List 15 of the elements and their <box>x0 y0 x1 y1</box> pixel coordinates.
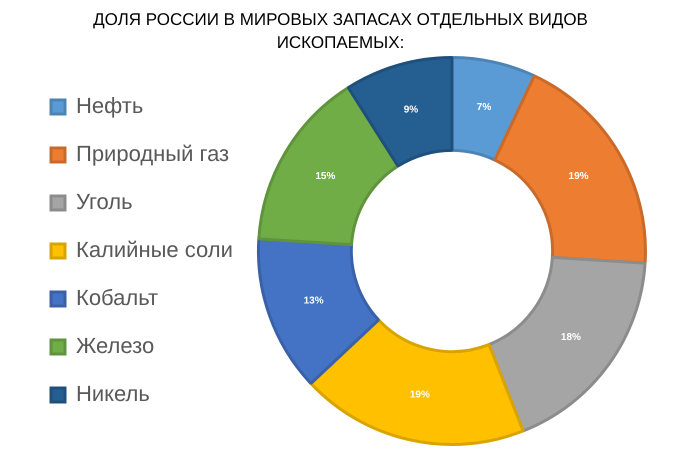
data-label: 19% <box>568 170 589 182</box>
data-label: 7% <box>476 102 492 114</box>
chart-title: ДОЛЯ РОССИИ В МИРОВЫХ ЗАПАСАХ ОТДЕЛЬНЫХ ВИДОВ ИСКОПАЕМЫХ: <box>92 9 589 54</box>
data-label: 9% <box>404 104 418 116</box>
data-label: 18% <box>560 332 582 344</box>
legend-label: Калийные соли <box>76 237 233 262</box>
data-label: 13% <box>304 296 324 307</box>
legend-label: Никель <box>76 381 150 406</box>
legend-label: Кобальт <box>76 285 158 310</box>
legend-label: Железо <box>76 333 154 358</box>
legend-label: Нефть <box>76 93 144 118</box>
data-label: 19% <box>410 389 430 400</box>
legend-label: Природный газ <box>76 141 230 166</box>
data-label: 15% <box>315 170 336 182</box>
legend-label: Уголь <box>76 189 133 214</box>
